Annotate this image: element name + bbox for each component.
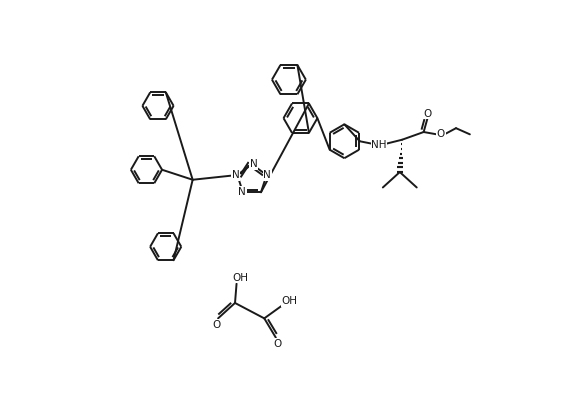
Text: OH: OH — [232, 273, 248, 283]
Text: NH: NH — [371, 140, 387, 150]
Text: O: O — [436, 129, 444, 139]
Text: N: N — [263, 170, 271, 180]
Text: O: O — [273, 339, 282, 349]
Text: OH: OH — [282, 297, 298, 307]
Text: O: O — [212, 320, 221, 330]
Text: O: O — [423, 108, 432, 118]
Text: N: N — [232, 170, 240, 180]
Text: N: N — [250, 159, 258, 169]
Text: N: N — [238, 187, 246, 197]
